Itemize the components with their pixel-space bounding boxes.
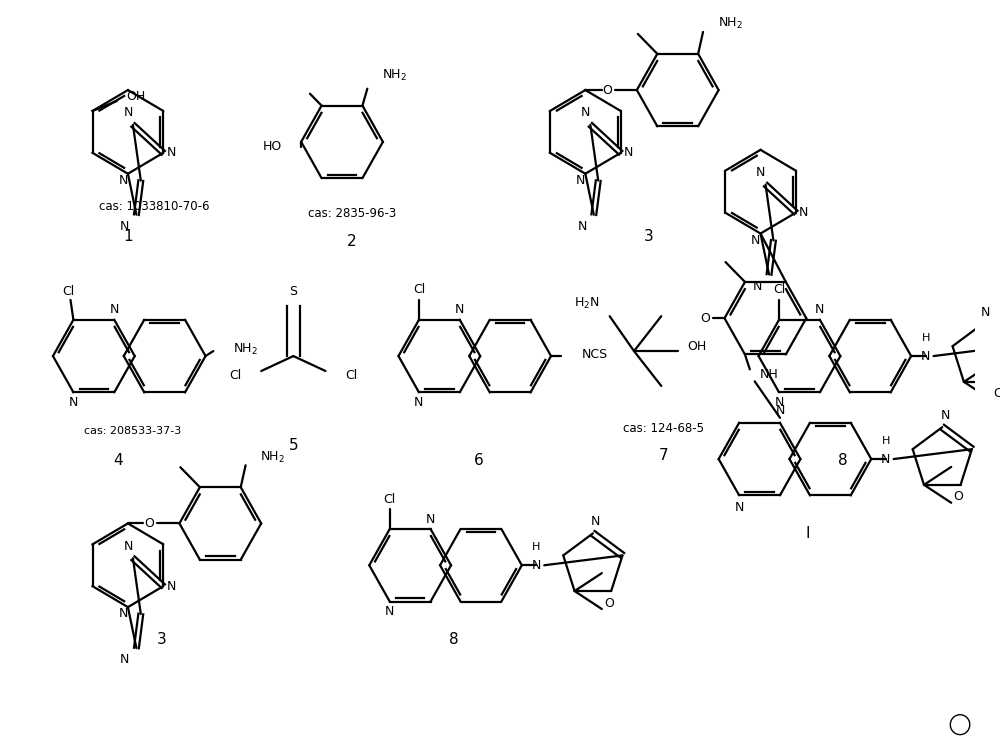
- Text: NH$_2$: NH$_2$: [260, 450, 285, 465]
- Text: N: N: [576, 174, 585, 187]
- Text: N: N: [941, 409, 950, 422]
- Text: N: N: [921, 350, 930, 362]
- Text: 8: 8: [838, 453, 848, 468]
- Text: cas: 2835-96-3: cas: 2835-96-3: [308, 207, 396, 220]
- Text: O: O: [994, 388, 1000, 400]
- Text: 2: 2: [347, 234, 357, 249]
- Text: N: N: [119, 608, 128, 620]
- Text: N: N: [120, 654, 129, 666]
- Text: NH$_2$: NH$_2$: [718, 16, 743, 31]
- Text: N: N: [815, 303, 825, 316]
- Text: N: N: [756, 166, 765, 179]
- Text: OH: OH: [688, 339, 707, 353]
- Text: O: O: [604, 597, 614, 610]
- Text: N: N: [624, 146, 633, 159]
- Text: NH: NH: [760, 368, 778, 381]
- Text: Cl: Cl: [413, 283, 425, 296]
- Text: N: N: [385, 605, 394, 618]
- Text: N: N: [774, 396, 784, 409]
- Text: 3: 3: [157, 633, 167, 648]
- Text: 6: 6: [473, 453, 483, 468]
- Text: N: N: [414, 396, 424, 409]
- Text: O: O: [602, 84, 612, 96]
- Text: N: N: [799, 206, 808, 219]
- Text: N: N: [455, 303, 464, 316]
- Text: N: N: [123, 107, 133, 119]
- Text: H: H: [922, 333, 930, 343]
- Text: H$_2$N: H$_2$N: [574, 296, 600, 310]
- Text: I: I: [806, 526, 810, 541]
- Text: 8: 8: [449, 633, 459, 648]
- Text: 7: 7: [658, 448, 668, 463]
- Text: N: N: [577, 220, 587, 233]
- Text: OH: OH: [127, 90, 146, 102]
- Text: HO: HO: [262, 140, 282, 153]
- Text: 1: 1: [123, 229, 133, 244]
- Text: N: N: [775, 405, 785, 417]
- Text: N: N: [734, 501, 744, 514]
- Text: N: N: [69, 396, 78, 409]
- Text: O: O: [144, 517, 154, 530]
- Text: N: N: [123, 539, 133, 553]
- Text: NH$_2$: NH$_2$: [382, 68, 407, 83]
- Text: Cl: Cl: [62, 285, 75, 299]
- Text: 3: 3: [644, 229, 653, 244]
- Text: N: N: [591, 515, 600, 528]
- Text: N: N: [110, 303, 119, 316]
- Text: NH$_2$: NH$_2$: [233, 342, 258, 356]
- Text: H: H: [882, 436, 890, 446]
- Text: S: S: [289, 285, 297, 298]
- Text: Cl: Cl: [230, 370, 242, 382]
- Text: O: O: [954, 491, 964, 503]
- Text: N: N: [532, 559, 541, 572]
- Text: 5: 5: [289, 438, 298, 453]
- Text: N: N: [980, 306, 990, 319]
- Text: N: N: [581, 107, 590, 119]
- Text: N: N: [753, 280, 762, 293]
- Text: N: N: [751, 234, 761, 247]
- Text: cas: 124-68-5: cas: 124-68-5: [623, 422, 704, 435]
- Text: cas: 1033810-70-6: cas: 1033810-70-6: [99, 200, 209, 213]
- Text: N: N: [881, 453, 891, 465]
- Text: Cl: Cl: [384, 493, 396, 505]
- Text: Cl: Cl: [773, 283, 785, 296]
- Text: N: N: [166, 579, 176, 593]
- Text: O: O: [700, 312, 710, 325]
- Text: H: H: [532, 542, 541, 552]
- Text: N: N: [119, 174, 128, 187]
- Text: 4: 4: [113, 453, 123, 468]
- Text: cas: 208533-37-3: cas: 208533-37-3: [84, 426, 181, 436]
- Text: N: N: [166, 146, 176, 159]
- Text: N: N: [120, 220, 129, 233]
- Text: N: N: [426, 513, 435, 525]
- Text: Cl: Cl: [345, 370, 357, 382]
- Text: NCS: NCS: [582, 348, 608, 361]
